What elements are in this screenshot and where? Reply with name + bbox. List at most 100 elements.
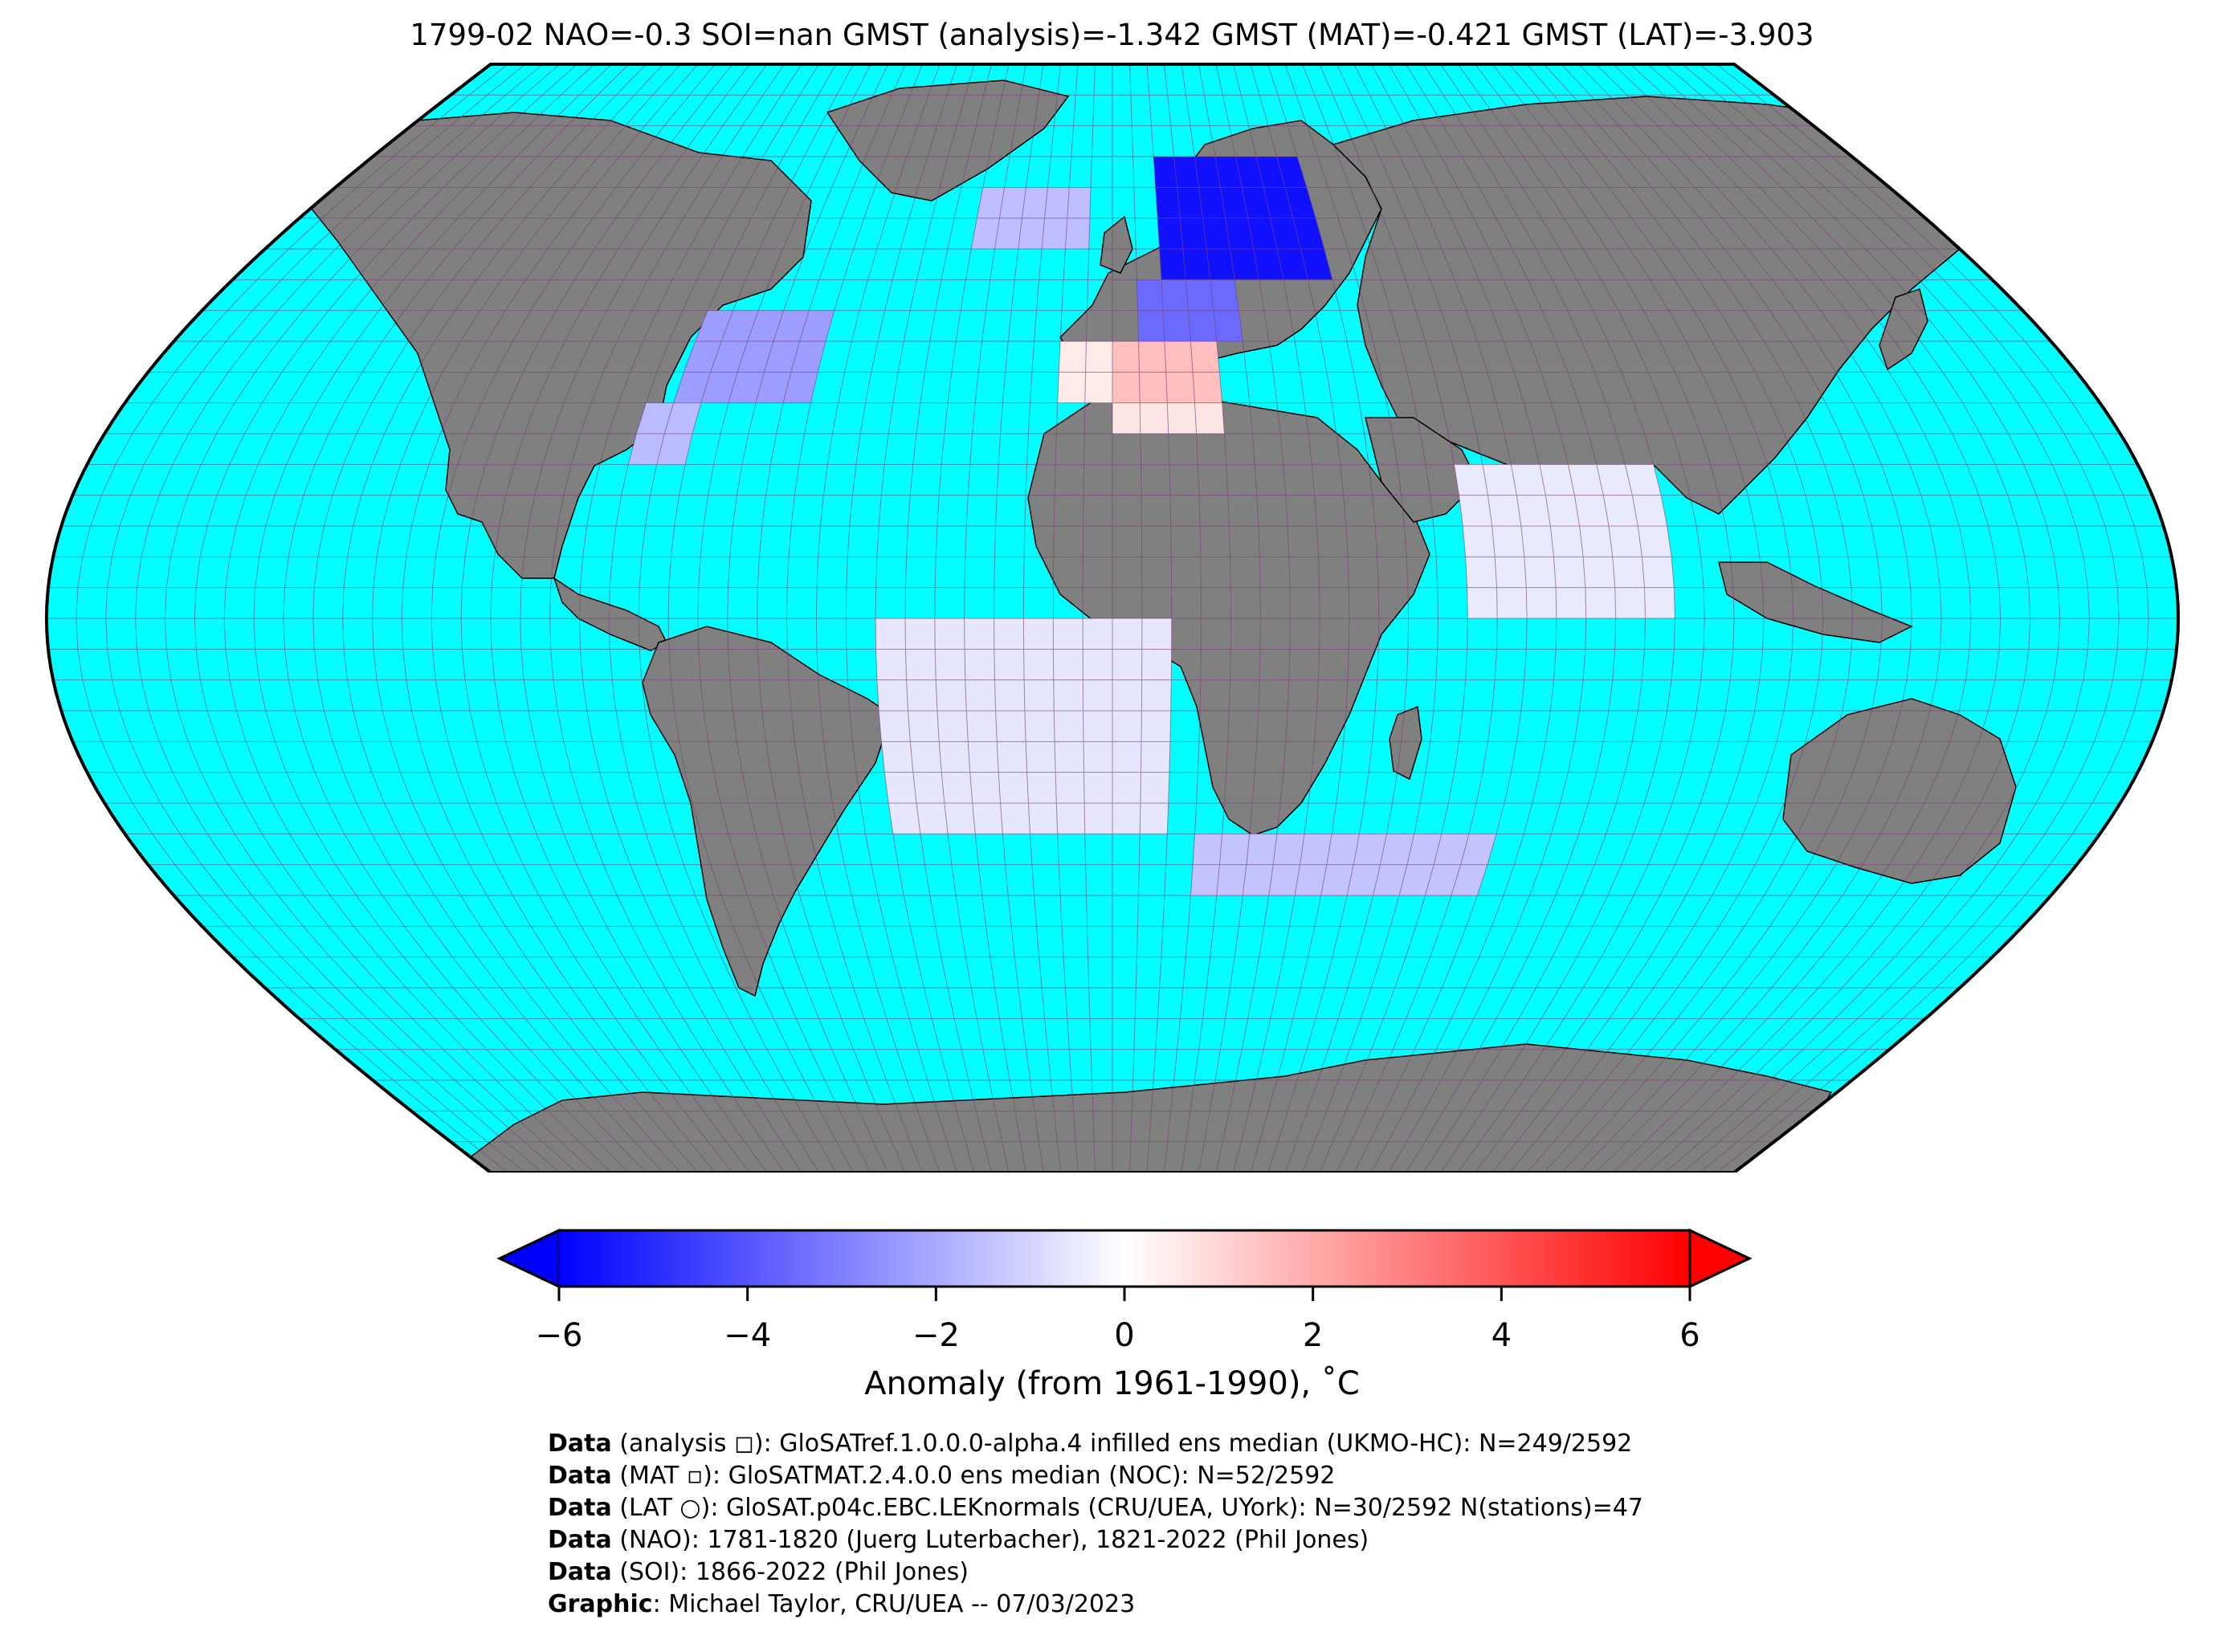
colorbar-tick-label: −4: [724, 1317, 772, 1354]
anomaly-cell: [1057, 372, 1086, 403]
grid-meridian: [1544, 64, 1854, 1173]
anomaly-cell: [1188, 310, 1217, 341]
credit-line-lat: Data (LAT ○): GloSAT.p04c.EBC.LEKnormals…: [548, 1494, 1643, 1522]
grid-meridian: [786, 64, 923, 1173]
grid-meridian: [194, 64, 577, 1173]
anomaly-cell: [1550, 526, 1584, 557]
colorbar-extend-high: [1688, 1228, 1753, 1289]
grid-meridian: [401, 64, 699, 1173]
anomaly-cell: [1018, 218, 1045, 249]
anomaly-cell: [998, 772, 1029, 803]
anomaly-cell: [1083, 679, 1112, 711]
anomaly-cell: [994, 679, 1025, 711]
anomaly-cell: [1230, 249, 1259, 280]
grid-meridian: [312, 64, 647, 1173]
anomaly-cell: [1553, 557, 1585, 588]
anomaly-cell: [1246, 834, 1277, 865]
anomaly-cell: [1295, 864, 1327, 895]
anomaly-cell: [1263, 187, 1293, 218]
anomaly-cell: [1185, 279, 1214, 311]
grid-meridian: [105, 64, 526, 1173]
grid-meridian: [934, 64, 1010, 1173]
anomaly-cell: [905, 649, 937, 680]
anomaly-cell: [1190, 341, 1220, 373]
anomaly-cell: [1193, 372, 1222, 403]
anomaly-cell: [1024, 711, 1055, 742]
anomaly-cell: [1056, 803, 1085, 834]
grid-meridian: [1302, 64, 1439, 1173]
colorbar-tick-label: 6: [1679, 1317, 1700, 1354]
anomaly-cell: [799, 310, 835, 341]
anomaly-cell: [881, 741, 913, 773]
anomaly-cell: [1270, 218, 1301, 249]
anomaly-cell: [1053, 649, 1083, 680]
colorbar-extend-low: [496, 1228, 561, 1289]
anomaly-cell: [1609, 526, 1642, 557]
anomaly-cell: [1112, 679, 1142, 711]
grid-meridian: [1146, 64, 1173, 1173]
anomaly-cell: [737, 341, 773, 373]
anomaly-cell: [1539, 464, 1575, 496]
grid-meridian: [1682, 64, 2090, 1173]
anomaly-cell: [939, 741, 970, 773]
anomaly-cell: [1516, 495, 1551, 526]
anomaly-cell: [906, 679, 937, 711]
anomaly-cell: [773, 310, 810, 341]
anomaly-cell: [879, 711, 911, 742]
anomaly-cell: [700, 372, 738, 403]
grid-meridian: [1353, 64, 1528, 1173]
data-credits: Data (analysis ◻): GloSATref.1.0.0.0-alp…: [548, 1428, 1643, 1621]
anomaly-cell: [1326, 834, 1360, 865]
anomaly-cell: [1023, 649, 1054, 680]
anomaly-cell: [664, 402, 701, 434]
colorbar-bar: [559, 1230, 1690, 1287]
anomaly-cell: [1273, 834, 1305, 865]
anomaly-cell: [1268, 864, 1300, 895]
anomaly-cell: [971, 218, 1000, 249]
anomaly-cell: [1434, 834, 1469, 865]
anomaly-cell: [1023, 618, 1054, 650]
anomaly-cell: [934, 618, 965, 650]
anomaly-cell: [1177, 187, 1203, 218]
anomaly-cell: [1139, 372, 1168, 403]
anomaly-cell: [1511, 464, 1546, 496]
anomaly-cell: [1182, 249, 1210, 280]
anomaly-cell: [790, 341, 826, 373]
grid-meridian: [1371, 64, 1557, 1173]
anomaly-cell: [1141, 711, 1171, 742]
anomaly-cell: [995, 711, 1026, 742]
grid-meridian: [1440, 64, 1675, 1173]
anomaly-cell: [916, 803, 949, 834]
anomaly-cell: [710, 341, 748, 373]
anomaly-cell: [747, 310, 784, 341]
anomaly-cell: [1083, 649, 1112, 680]
anomaly-cell: [1300, 249, 1332, 280]
anomaly-cell: [1083, 618, 1112, 650]
anomaly-cell: [1585, 587, 1616, 618]
grid-meridian: [431, 64, 716, 1173]
anomaly-cell: [1216, 864, 1247, 895]
grid-meridian: [490, 64, 750, 1173]
globe-outline: [44, 63, 2181, 1173]
anomaly-cell: [999, 187, 1026, 218]
grid-meridian: [845, 64, 957, 1173]
grid-meridian: [1233, 64, 1320, 1173]
anomaly-cell: [1112, 772, 1141, 803]
anomaly-cell: [1292, 218, 1324, 249]
anomaly-cell: [944, 803, 976, 834]
anomaly-cell: [888, 803, 920, 834]
anomaly-cell: [1138, 341, 1166, 373]
grid-meridian: [1647, 64, 2031, 1173]
credit-line-nao: Data (NAO): 1781-1820 (Juerg Luterbacher…: [548, 1526, 1369, 1554]
anomaly-cell: [1194, 157, 1221, 188]
anomaly-cell: [1526, 587, 1557, 618]
anomaly-cell: [1642, 557, 1675, 588]
anomaly-cell: [1026, 772, 1057, 803]
grid-meridian: [1022, 64, 1061, 1173]
anomaly-cell: [1235, 157, 1264, 188]
anomaly-cell: [1487, 495, 1521, 526]
anomaly-cell: [1112, 803, 1141, 834]
grid-meridian: [1422, 64, 1647, 1173]
anomaly-cell: [1141, 618, 1172, 650]
anomaly-cell: [1638, 526, 1672, 557]
